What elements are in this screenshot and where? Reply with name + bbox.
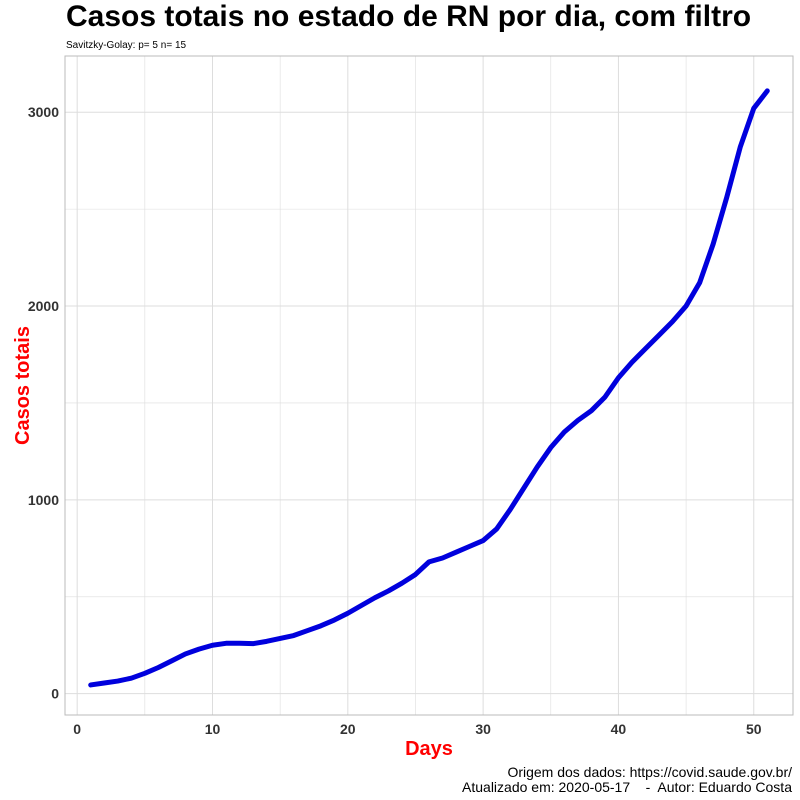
series-line-casos-totais: [88, 88, 770, 688]
x-tick-label: 0: [73, 721, 81, 737]
y-tick-label: 1000: [28, 492, 59, 508]
caption: Origem dos dados: https://covid.saude.go…: [462, 765, 792, 795]
chart-subtitle: Savitzky-Golay: p= 5 n= 15: [66, 40, 187, 51]
tick-labels: 0 10 20 30 40 50 0 1000 2000 3000: [28, 104, 762, 737]
x-tick-label: 10: [205, 721, 221, 737]
y-tick-label: 3000: [28, 104, 59, 120]
y-tick-label: 0: [51, 686, 59, 702]
caption-updated-author: Atualizado em: 2020-05-17 - Autor: Eduar…: [462, 779, 792, 795]
x-axis-label: Days: [405, 738, 453, 760]
x-tick-label: 40: [611, 721, 627, 737]
x-tick-label: 50: [746, 721, 762, 737]
grid: [65, 56, 793, 715]
x-tick-label: 30: [475, 721, 491, 737]
y-tick-label: 2000: [28, 298, 59, 314]
x-tick-label: 20: [340, 721, 356, 737]
y-axis-label: Casos totais: [12, 326, 34, 445]
chart-title: Casos totais no estado de RN por dia, co…: [66, 0, 752, 33]
panel-border: [64, 55, 794, 716]
caption-source: Origem dos dados: https://covid.saude.go…: [507, 764, 792, 780]
